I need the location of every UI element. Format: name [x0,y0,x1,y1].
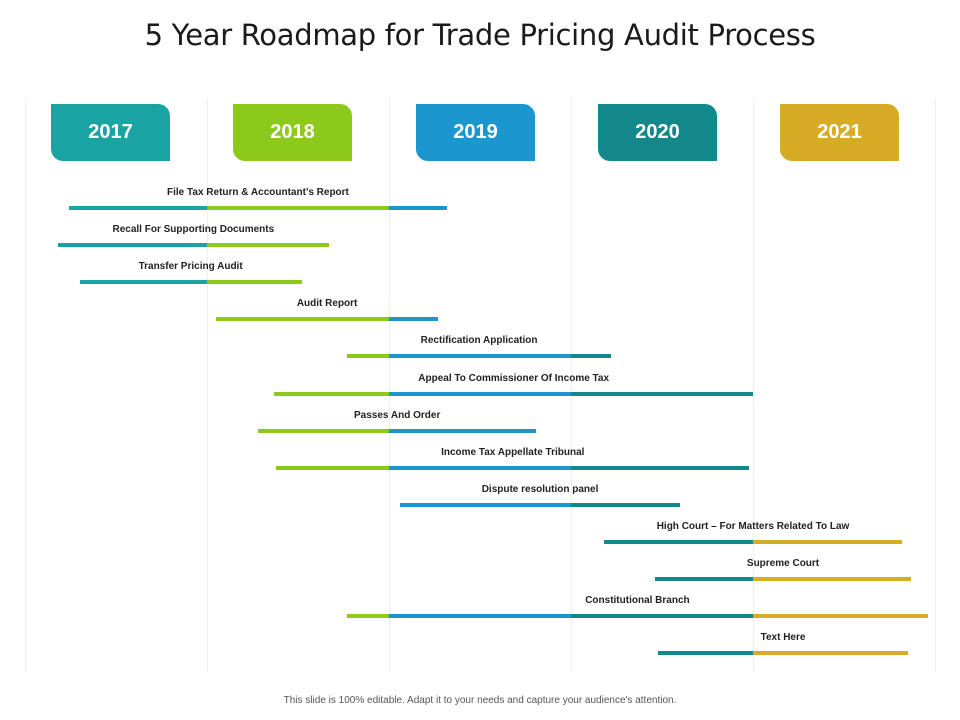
task-label: Rectification Application [420,335,538,347]
task-bar-segment [571,354,612,359]
task-bar-segment [276,465,389,470]
grid-line [25,98,26,672]
task-bar-segment [389,465,571,470]
task-bar-segment [654,577,753,581]
task-bar-segment [389,614,571,619]
task-bar-segment [571,614,753,619]
year-box-2017: 2017 [51,104,170,161]
year-box-2018: 2018 [233,104,352,161]
task-bar-segment [57,243,207,248]
footer-note: This slide is 100% editable. Adapt it to… [283,695,677,706]
task-bar-segment [571,502,681,507]
task-label: Text Here [760,632,806,644]
page-title: 5 Year Roadmap for Trade Pricing Audit P… [144,18,816,52]
task-label: High Court – For Matters Related To Law [656,520,850,532]
year-box-2021: 2021 [780,104,899,161]
task-label: Dispute resolution panel [481,483,599,495]
task-label: Income Tax Appellate Tribunal [441,446,585,458]
task-bar-segment [79,280,207,285]
task-bar-segment [389,391,571,396]
task-label: Recall For Supporting Documents [112,224,275,236]
task-label: Passes And Order [354,409,441,421]
task-label: Constitutional Branch [585,595,690,607]
task-bar-segment [753,614,928,619]
task-bar-segment [274,391,389,396]
task-bar-segment [753,577,912,581]
grid-line [207,98,208,672]
task-label: Appeal To Commissioner Of Income Tax [418,372,610,384]
task-bar-segment [347,614,389,619]
year-box-2019: 2019 [416,104,535,161]
task-label: Audit Report [296,298,358,310]
task-bar-segment [257,428,389,433]
task-bar-segment [571,465,750,470]
task-bar-segment [207,280,302,285]
task-bar-segment [399,502,571,507]
grid-line [571,98,572,672]
task-label: Supreme Court [746,558,820,569]
task-label: File Tax Return & Accountant’s Report [167,187,349,198]
task-bar-segment [603,539,753,544]
grid-line [935,98,936,672]
task-bar-segment [753,651,908,656]
task-bar-segment [389,206,448,210]
task-bar-segment [207,206,389,210]
task-bar-segment [389,428,537,433]
task-bar-segment [571,391,753,396]
grid-line [389,98,390,672]
grid-line [753,98,754,672]
task-bar-segment [347,354,389,359]
year-box-2020: 2020 [598,104,717,161]
task-bar-segment [753,539,903,544]
task-bar-segment [389,317,439,322]
task-label: Transfer Pricing Audit [138,261,243,273]
task-bar-segment [68,206,207,210]
task-bar-segment [207,243,329,248]
task-bar-segment [658,651,753,656]
task-bar-segment [389,354,571,359]
task-bar-segment [216,317,389,322]
